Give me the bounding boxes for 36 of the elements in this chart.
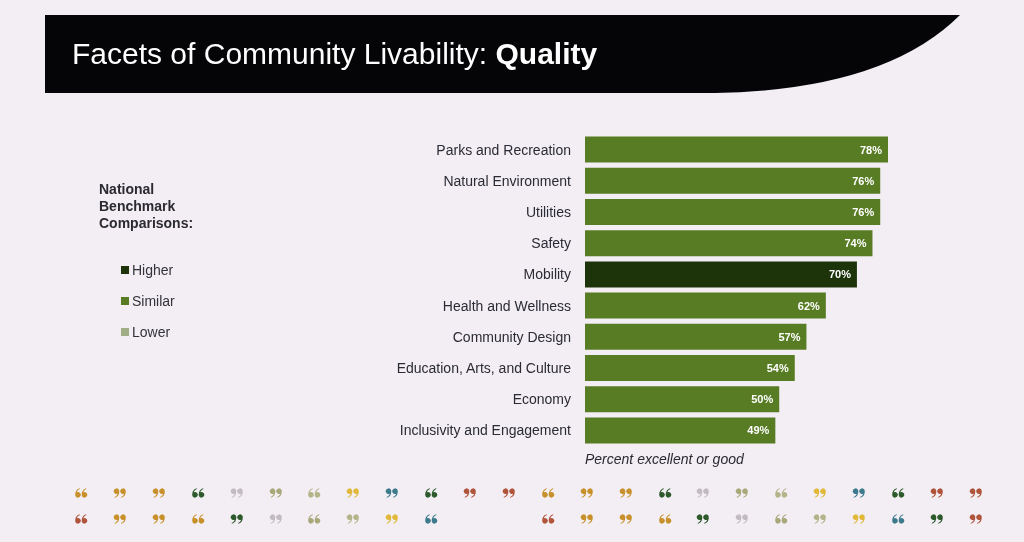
bar [585, 230, 873, 257]
legend-label: Similar [132, 293, 176, 309]
bar [585, 199, 881, 225]
bar [585, 386, 780, 413]
text: Facets of Community Livability: Quality [72, 37, 598, 70]
data-label: 76% [852, 206, 875, 218]
bar [585, 323, 807, 350]
bar [585, 355, 795, 381]
bar [585, 417, 776, 444]
y-tick-label: Utilities [525, 204, 571, 220]
y-tick-label: Economy [512, 391, 571, 408]
y-tick-label: Natural Environment [443, 172, 572, 189]
legend-title: National Benchmark Comparisons: [99, 181, 195, 232]
data-label: 57% [778, 330, 801, 343]
data-label: 78% [859, 143, 883, 156]
data-label: 76% [852, 174, 875, 187]
data-label: 70% [828, 268, 852, 281]
y-tick-label: Inclusivity and Engagement [399, 422, 572, 439]
bar [585, 167, 881, 194]
legend-label: Lower [132, 324, 171, 340]
y-tick-label: Health and Wellness [442, 297, 571, 314]
x-axis-title: Percent excellent or good [585, 451, 744, 467]
data-label: 62% [797, 299, 821, 312]
data-label: 54% [766, 362, 789, 374]
bar [585, 292, 826, 319]
bar [585, 261, 857, 288]
y-tick-label: Safety [531, 235, 571, 252]
data-label: 50% [751, 393, 774, 406]
legend-label: Higher [132, 262, 174, 278]
y-tick-label: Parks and Recreation [436, 141, 571, 158]
y-tick-label: Mobility [523, 266, 571, 283]
data-label: 74% [844, 237, 867, 250]
data-label: 49% [747, 424, 770, 437]
y-tick-label: Community Design [452, 328, 571, 345]
bar [585, 136, 888, 163]
y-tick-label: Education, Arts, and Culture [396, 360, 572, 376]
